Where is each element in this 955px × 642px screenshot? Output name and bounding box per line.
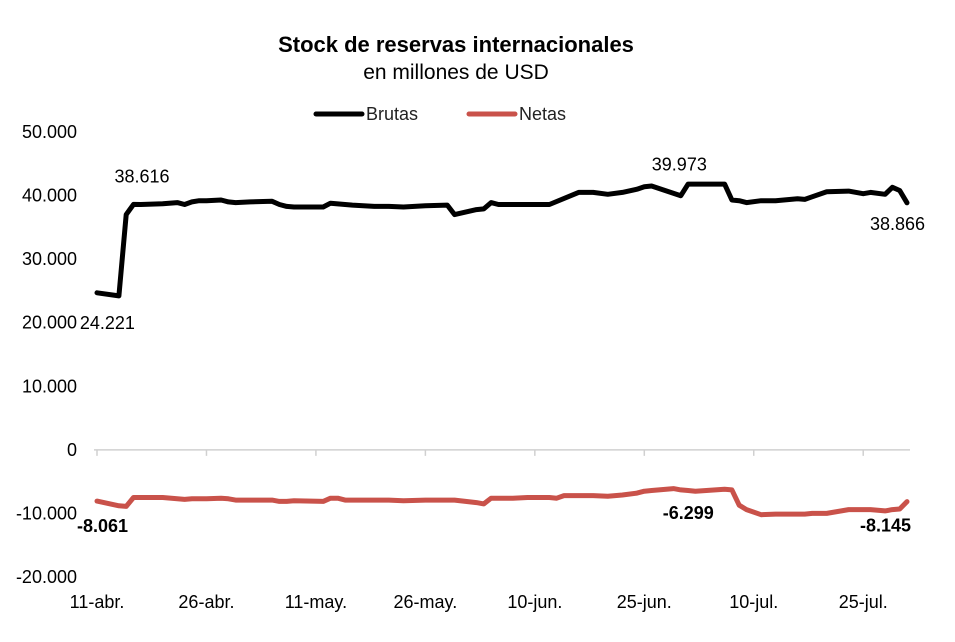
x-axis: 11-abr. 26-abr. 11-may. 26-may. 10-jun. 25-ju…: [70, 449, 910, 612]
data-label: -8.145: [860, 516, 911, 536]
y-tick-label: -10.000: [16, 503, 77, 523]
series-layer: [94, 181, 910, 518]
data-label: 38.866: [870, 214, 925, 234]
y-tick-label: -20.000: [16, 567, 77, 587]
data-label: 24.221: [80, 313, 135, 333]
chart-title: Stock de reservas internacionales: [278, 32, 634, 57]
x-tick-label: 25-jun.: [617, 592, 672, 612]
chart-subtitle: en millones de USD: [363, 61, 549, 84]
data-label: -8.061: [77, 516, 128, 536]
y-tick-label: 20.000: [22, 313, 77, 333]
y-tick-label: 30.000: [22, 249, 77, 269]
x-tick-label: 11-may.: [285, 592, 347, 612]
x-tick-label: 25-jul.: [839, 592, 888, 612]
legend-label-netas: Netas: [519, 104, 566, 124]
data-label: 39.973: [652, 155, 707, 175]
y-tick-label: 10.000: [22, 376, 77, 396]
x-tick-label: 10-jul.: [729, 592, 778, 612]
legend-label-brutas: Brutas: [366, 104, 418, 124]
y-tick-label: 0: [67, 440, 77, 460]
data-label: -6.299: [663, 503, 714, 523]
y-axis: 50.000 40.000 30.000 20.000 10.000 0 -10.000 -2…: [16, 122, 77, 587]
legend: Brutas Netas: [313, 104, 566, 124]
x-tick-label: 11-abr.: [70, 592, 125, 612]
series-line-brutas: [94, 181, 910, 299]
x-tick-label: 26-abr.: [178, 592, 234, 612]
x-tick-label: 10-jun.: [507, 592, 562, 612]
y-tick-label: 40.000: [22, 186, 77, 206]
series-line-netas: [94, 486, 910, 518]
data-label: 38.616: [114, 166, 169, 186]
annotations: 24.221 38.616 39.973 38.866 -8.061 -6.299 -8.1…: [77, 155, 925, 536]
y-tick-label: 50.000: [22, 122, 77, 142]
x-tick-label: 26-may.: [394, 592, 458, 612]
